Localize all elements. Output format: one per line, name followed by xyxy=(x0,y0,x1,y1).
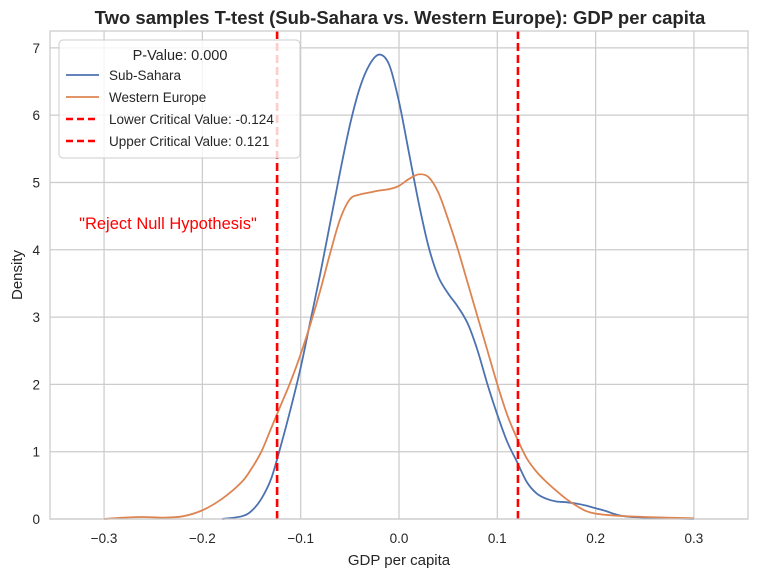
x-axis-label: GDP per capita xyxy=(348,552,451,569)
y-tick-label: 0 xyxy=(32,512,40,527)
legend-label-western-europe: Western Europe xyxy=(109,90,206,105)
density-line-sub-sahara xyxy=(221,53,694,520)
reject-null-annotation: "Reject Null Hypothesis" xyxy=(79,215,257,233)
y-tick-label: 6 xyxy=(32,108,40,123)
y-axis-label: Density xyxy=(9,249,26,300)
y-axis-ticks: 0 1 2 3 4 5 6 7 xyxy=(32,41,40,527)
plot-frame xyxy=(49,30,749,520)
x-tick-label: 0.2 xyxy=(586,531,605,546)
x-tick-label: 0.3 xyxy=(685,531,704,546)
legend-box xyxy=(58,39,301,159)
x-tick-label: 0.0 xyxy=(390,531,409,546)
x-tick-label: 0.1 xyxy=(488,531,507,546)
chart-title: Two samples T-test (Sub-Sahara vs. Weste… xyxy=(95,7,706,28)
y-tick-label: 1 xyxy=(32,445,40,460)
density-curves xyxy=(104,53,694,520)
legend-title: P-Value: 0.000 xyxy=(133,48,228,64)
legend: P-Value: 0.000 Sub-Sahara Western Europe… xyxy=(58,39,301,159)
legend-label-sub-sahara: Sub-Sahara xyxy=(109,68,182,83)
legend-label-upper-critical: Upper Critical Value: 0.121 xyxy=(109,134,269,149)
critical-value-lines xyxy=(275,31,520,519)
x-tick-label: −0.3 xyxy=(91,531,118,546)
density-line-western-europe xyxy=(104,173,694,520)
y-tick-label: 2 xyxy=(32,377,40,392)
y-tick-label: 4 xyxy=(32,243,40,258)
y-tick-label: 5 xyxy=(32,175,40,190)
x-axis-ticks: −0.3 −0.2 −0.1 0.0 0.1 0.2 0.3 xyxy=(91,531,704,546)
x-tick-label: −0.2 xyxy=(189,531,216,546)
x-tick-label: −0.1 xyxy=(287,531,314,546)
legend-label-lower-critical: Lower Critical Value: -0.124 xyxy=(109,112,274,127)
y-tick-label: 3 xyxy=(32,310,40,325)
y-tick-label: 7 xyxy=(32,41,40,56)
